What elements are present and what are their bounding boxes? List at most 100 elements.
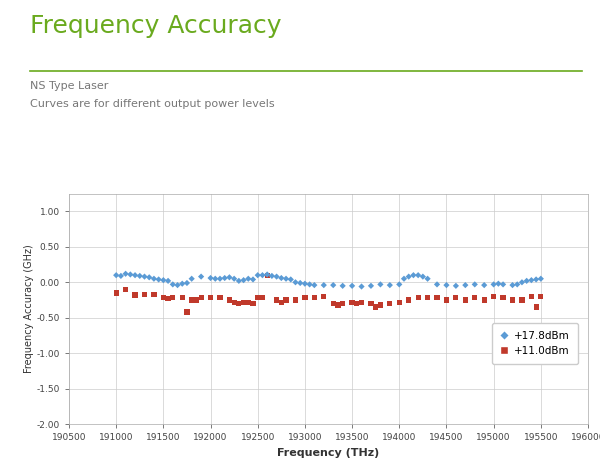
Point [182,308,192,316]
Point [461,296,470,304]
Point [168,281,178,288]
Point [305,281,314,288]
Point [178,294,187,301]
Point [517,296,527,304]
Point [442,296,451,304]
Point [517,278,527,286]
Point [229,298,239,306]
Point [300,280,310,287]
Point [248,300,258,307]
Point [121,286,130,293]
Point [498,281,508,288]
Point [536,293,545,300]
Point [366,300,376,307]
Point [310,281,319,289]
Point [328,281,338,289]
Point [158,294,168,301]
Point [244,298,253,306]
Point [158,277,168,284]
Point [522,277,532,284]
Point [470,294,479,301]
Point [423,275,433,283]
Point [125,271,135,278]
Point [211,275,220,283]
Point [451,282,461,290]
Point [191,296,201,304]
Point [112,272,121,279]
Point [333,301,343,309]
Point [116,272,126,279]
Point [239,277,248,284]
Point [244,275,253,283]
Point [163,277,173,284]
Point [257,294,267,301]
Point [224,274,234,281]
Point [489,293,499,300]
Point [121,270,130,278]
Point [470,281,479,288]
Point [196,273,206,280]
Point [168,294,178,301]
Point [229,275,239,283]
Point [182,279,192,287]
Point [149,275,159,283]
Point [248,276,258,283]
Point [262,272,272,279]
Point [385,300,395,307]
Point [404,273,413,280]
Point [239,298,248,306]
Point [423,294,433,301]
Point [295,279,305,287]
Point [145,274,154,281]
Point [399,275,409,283]
Point [352,300,362,307]
Point [253,294,263,301]
Point [409,272,418,279]
Point [432,281,442,288]
Point [508,296,517,304]
Point [281,275,291,283]
Point [489,281,499,288]
Point [163,295,173,302]
Point [338,282,347,290]
Point [149,290,159,298]
Point [319,281,329,289]
Point [347,298,357,306]
Point [140,273,149,280]
Point [196,294,206,301]
Point [404,296,413,304]
Point [290,296,300,304]
Point [394,298,404,306]
Point [215,294,225,301]
Point [347,282,357,290]
Point [498,294,508,301]
Point [286,276,296,283]
Point [234,300,244,307]
Point [310,294,319,301]
Point [234,277,244,284]
Point [385,281,395,289]
Point [257,272,267,279]
Point [413,272,423,279]
Point [451,294,461,301]
Point [267,272,277,279]
Point [328,300,338,307]
Point [494,280,503,287]
Point [220,274,230,282]
Point [154,276,163,283]
Legend: +17.8dBm, +11.0dBm: +17.8dBm, +11.0dBm [491,323,578,364]
Point [215,275,225,283]
Text: NS Type Laser: NS Type Laser [30,81,109,91]
Point [173,281,182,289]
Point [206,274,215,282]
Point [130,291,140,299]
Text: Frequency Accuracy: Frequency Accuracy [30,14,281,38]
Point [277,298,286,306]
Point [442,281,451,289]
Point [253,272,263,279]
Point [527,293,536,300]
Point [508,281,517,289]
Point [461,281,470,289]
Point [272,273,281,280]
Point [187,275,196,283]
